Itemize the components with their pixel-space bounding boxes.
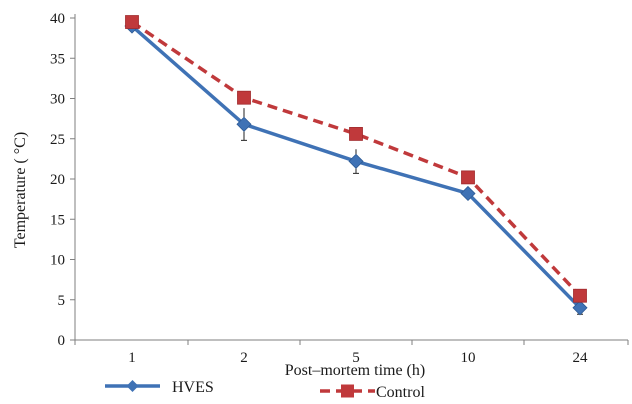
- series-control: [125, 15, 587, 303]
- data-point-square: [461, 170, 475, 185]
- legend-item-hves: HVES: [105, 379, 214, 396]
- y-tick-label: 0: [58, 333, 66, 349]
- x-axis-label: Post–mortem time (h): [285, 362, 425, 379]
- x-tick-label: 5: [352, 350, 360, 366]
- y-tick-label: 40: [50, 11, 65, 27]
- legend-marker-square: [341, 384, 354, 398]
- x-tick-label: 10: [461, 350, 476, 366]
- series-hves: [124, 18, 588, 316]
- y-tick-label: 5: [58, 293, 66, 309]
- legend-item-control: Control: [320, 384, 425, 401]
- y-tick-label: 35: [50, 51, 65, 67]
- axes-group: [74, 14, 628, 341]
- legend: HVES Control: [105, 379, 425, 401]
- data-point-diamond: [236, 116, 252, 132]
- x-tick-label: 24: [573, 350, 589, 366]
- legend-label: Control: [376, 384, 425, 399]
- data-point-square: [349, 127, 363, 141]
- axis-label-group: Temperature ( °C) Post–mortem time (h): [12, 132, 425, 379]
- data-point-diamond: [572, 300, 588, 316]
- x-tick-label: 1: [128, 350, 136, 366]
- legend-label: HVES: [172, 379, 214, 396]
- y-tick-label: 25: [50, 132, 65, 148]
- data-point-square: [125, 15, 139, 29]
- data-point-square: [237, 90, 251, 105]
- x-tick-label: 2: [240, 350, 248, 366]
- legend-marker-diamond: [126, 380, 139, 392]
- data-point-diamond: [460, 185, 476, 202]
- y-tick-label: 20: [50, 172, 65, 188]
- y-tick-label: 10: [50, 253, 65, 269]
- y-tick-label: 15: [50, 212, 65, 228]
- series-group: [124, 15, 588, 316]
- data-point-square: [573, 288, 587, 303]
- data-point-diamond: [348, 153, 364, 169]
- y-tick-label: 30: [50, 92, 65, 108]
- y-axis-label: Temperature ( °C): [12, 132, 29, 248]
